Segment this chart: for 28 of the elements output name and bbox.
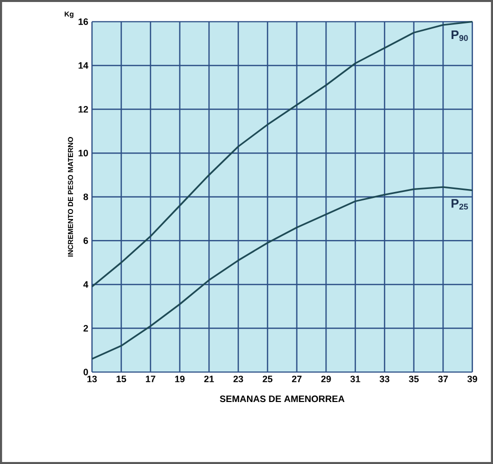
y-tick-label: 12 <box>78 106 88 112</box>
y-tick-label: 0 <box>84 368 88 376</box>
x-tick-label: 39 <box>467 376 478 382</box>
line-series <box>91 186 474 360</box>
annotation: P$_{25}$ <box>452 199 468 210</box>
x-tick-label: 31 <box>350 376 360 382</box>
annotation: P$_{90}$ <box>452 30 468 41</box>
y-tick-label: 2 <box>84 325 88 332</box>
x-tick-label: 27 <box>292 376 302 382</box>
y-tick-label: 8 <box>83 194 88 200</box>
x-tick-label: 17 <box>146 376 156 382</box>
x-tick-label: 33 <box>380 376 390 382</box>
x-tick-label: 29 <box>321 376 331 382</box>
x-tick-label: 37 <box>438 376 448 382</box>
line-series <box>91 20 474 288</box>
x-tick-label: 19 <box>175 376 185 382</box>
x-tick-label: 35 <box>408 376 419 382</box>
y-tick-label: 6 <box>84 237 88 244</box>
x-tick-label: 15 <box>116 376 126 382</box>
y-tick-label: 10 <box>78 150 88 156</box>
y-tick-label: 4 <box>83 281 88 288</box>
x-tick-label: 21 <box>204 376 214 382</box>
x-tick-label: 13 <box>87 376 97 382</box>
y-tick-label: 14 <box>78 62 88 69</box>
x-tick-label: 23 <box>233 376 244 382</box>
y-tick-label: 16 <box>78 18 88 25</box>
x-tick-label: 25 <box>262 376 272 382</box>
x-axis-title: SEMANAS DE AMENORREA <box>220 396 344 402</box>
